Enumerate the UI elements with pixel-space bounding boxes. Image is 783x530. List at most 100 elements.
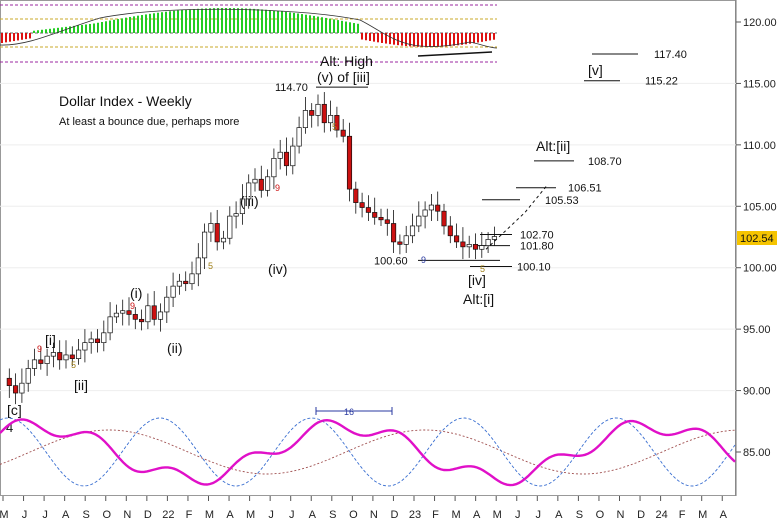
x-axis: M J J A S O N D 22 F M A M J J A S O N D 23 F M A M J J A S O N D 24 F M A [0,496,728,521]
x-tick-label: J [289,509,295,521]
histogram-bar [365,33,367,41]
histogram-bar [477,33,479,43]
candle-body [246,182,252,200]
histogram-bar [457,33,459,46]
histogram-bar [433,33,435,47]
candle-body [328,115,334,124]
histogram-bar [13,33,15,42]
histogram-bar [105,21,107,33]
candle-body [76,349,82,359]
candle-body [126,310,132,315]
candle-body [227,215,233,239]
x-tick-label: A [309,509,317,521]
candle-body [271,158,277,178]
y-tick-label: 115.00 [743,78,776,90]
histogram-bar [181,10,183,33]
candle-body [334,115,340,131]
level-label: 100.10 [517,261,551,273]
wave-label: (i) [130,285,142,301]
y-tick-label: 95.00 [743,324,771,336]
level-label: 100.60 [374,255,408,267]
x-tick-label: M [452,509,461,521]
last-price-label: 102.54 [740,233,774,245]
histogram-bar [357,23,359,33]
primary-oscillator-line [0,418,736,487]
candle-body [13,385,19,394]
wave-label: (iv) [268,261,287,277]
histogram-bar [169,11,171,33]
histogram-bar [69,26,71,33]
candle-body [139,318,145,323]
x-tick-label: N [617,509,625,521]
x-tick-label: F [186,509,193,521]
histogram-bar [89,23,91,33]
level-label: 114.70 [275,82,308,94]
candle-body [296,127,302,147]
histogram-bar [253,8,255,33]
candle-body [252,178,258,184]
histogram-bar [185,9,187,33]
histogram-bar [77,25,79,33]
histogram-bar [197,8,199,33]
histogram-bar [225,8,227,33]
candle-body [359,202,365,208]
x-tick-label: A [226,509,234,521]
wave-label: Alt:[i] [463,291,494,307]
candle-body [183,280,189,285]
histogram-bar [1,33,3,43]
y-axis: 120.00 115.00 110.00 105.00 100.00 95.00 90.00… [736,17,777,459]
x-tick-label: O [349,509,358,521]
histogram-bar [405,33,407,46]
histogram-bar [373,33,375,42]
x-tick-label: M [493,509,502,521]
histogram-bar [189,9,191,33]
x-tick-label: O [596,509,605,521]
candle-body [315,103,321,116]
candle-body [208,223,214,233]
histogram-bar [305,14,307,33]
candle-body [472,244,479,250]
histogram-bar [417,33,419,47]
histogram-bar [257,9,259,33]
histogram-bar [245,8,247,34]
candle-body [416,215,422,227]
candle-body [101,332,107,344]
candle-body [57,352,63,361]
candle-body [365,207,371,213]
level-label: 101.80 [520,241,554,253]
x-tick-label: A [473,509,481,521]
histogram-bar [101,21,103,33]
candle-body [6,377,12,387]
candle-body [107,316,113,334]
histogram-bar [125,17,127,33]
candle-body [353,188,359,203]
y-tick-label: 110.00 [743,140,776,152]
histogram-bar [413,33,415,47]
histogram-bar [493,33,495,40]
candle-body [19,382,25,394]
candle-body [384,219,390,224]
histogram-bar [109,20,111,33]
candle-body [132,314,138,320]
histogram-bar [449,33,451,47]
histogram-bar [281,11,283,33]
candle-body [151,305,157,320]
y-tick-label: 90.00 [743,386,771,398]
x-tick-label: A [720,509,728,521]
histogram-bar [17,33,19,41]
histogram-bar [397,33,399,46]
candle-body [302,110,308,129]
histogram-bar [437,33,439,47]
histogram-trend-line [417,51,493,57]
histogram-bar [233,8,235,34]
candle-body [409,225,416,237]
candle-body [479,245,485,250]
histogram-bar [5,33,7,43]
candle-body [157,311,164,320]
histogram-bar [217,8,219,33]
histogram-bar [353,23,355,33]
candle-body [435,204,441,212]
x-tick-label: S [83,509,90,521]
histogram-bar [261,9,263,33]
